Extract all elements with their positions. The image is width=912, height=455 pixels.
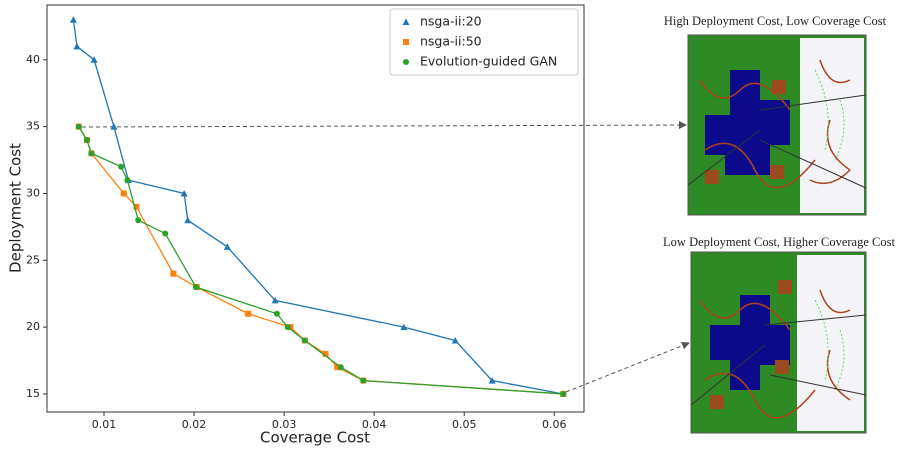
marker [170, 270, 177, 277]
marker [360, 377, 367, 384]
marker [271, 296, 279, 304]
series-line [78, 126, 564, 395]
marker [560, 390, 567, 397]
marker [69, 16, 77, 23]
marker [334, 364, 341, 371]
marker [184, 216, 192, 224]
marker [322, 350, 329, 357]
x-tick-label: 0.04 [362, 418, 387, 431]
y-tick-label: 25 [26, 253, 40, 266]
marker [124, 177, 131, 184]
x-tick-label: 0.02 [182, 418, 207, 431]
inset-image [690, 251, 867, 434]
marker [273, 310, 280, 317]
inset-image [687, 34, 867, 216]
marker [73, 42, 81, 50]
x-tick-label: 0.05 [452, 418, 477, 431]
marker [192, 284, 199, 291]
x-axis-label: Coverage Cost [260, 429, 370, 447]
callout-arrow [565, 341, 690, 393]
y-tick-label: 15 [26, 387, 40, 400]
marker [162, 230, 169, 237]
x-tick-label: 0.03 [272, 418, 297, 431]
marker [180, 189, 188, 197]
y-tick-label: 20 [26, 320, 40, 333]
marker [284, 324, 291, 331]
y-tick-label: 35 [26, 120, 40, 133]
marker [245, 310, 252, 317]
marker [301, 337, 308, 344]
marker [223, 243, 231, 250]
inset-title: Low Deployment Cost, Higher Coverage Cos… [663, 235, 895, 249]
marker [135, 217, 142, 224]
legend-label: nsga-ii:20 [420, 14, 482, 29]
legend-marker [402, 18, 410, 25]
marker [75, 123, 82, 130]
y-axis-label: Deployment Cost [7, 143, 25, 273]
legend-marker [403, 59, 409, 65]
marker [88, 150, 95, 157]
legend-label: Evolution-guided GAN [420, 54, 557, 69]
legend-box [389, 8, 579, 76]
callout-arrow [81, 121, 687, 130]
marker [451, 336, 459, 344]
legend-marker [403, 39, 409, 45]
marker [118, 163, 125, 170]
marker [133, 203, 140, 210]
y-tick-label: 40 [26, 53, 40, 66]
marker [110, 123, 118, 130]
marker [83, 136, 90, 143]
x-tick-label: 0.06 [542, 418, 567, 431]
y-tick-label: 30 [26, 186, 40, 199]
marker [337, 364, 344, 371]
x-tick-label: 0.01 [92, 418, 117, 431]
marker [90, 56, 98, 63]
marker [400, 323, 408, 331]
inset-title: High Deployment Cost, Low Coverage Cost [664, 14, 887, 28]
legend: nsga-ii:20 nsga-ii:50 Evolution-guided GAN [389, 8, 579, 76]
marker [120, 190, 127, 197]
marker [488, 377, 496, 384]
legend-label: nsga-ii:50 [420, 34, 482, 49]
